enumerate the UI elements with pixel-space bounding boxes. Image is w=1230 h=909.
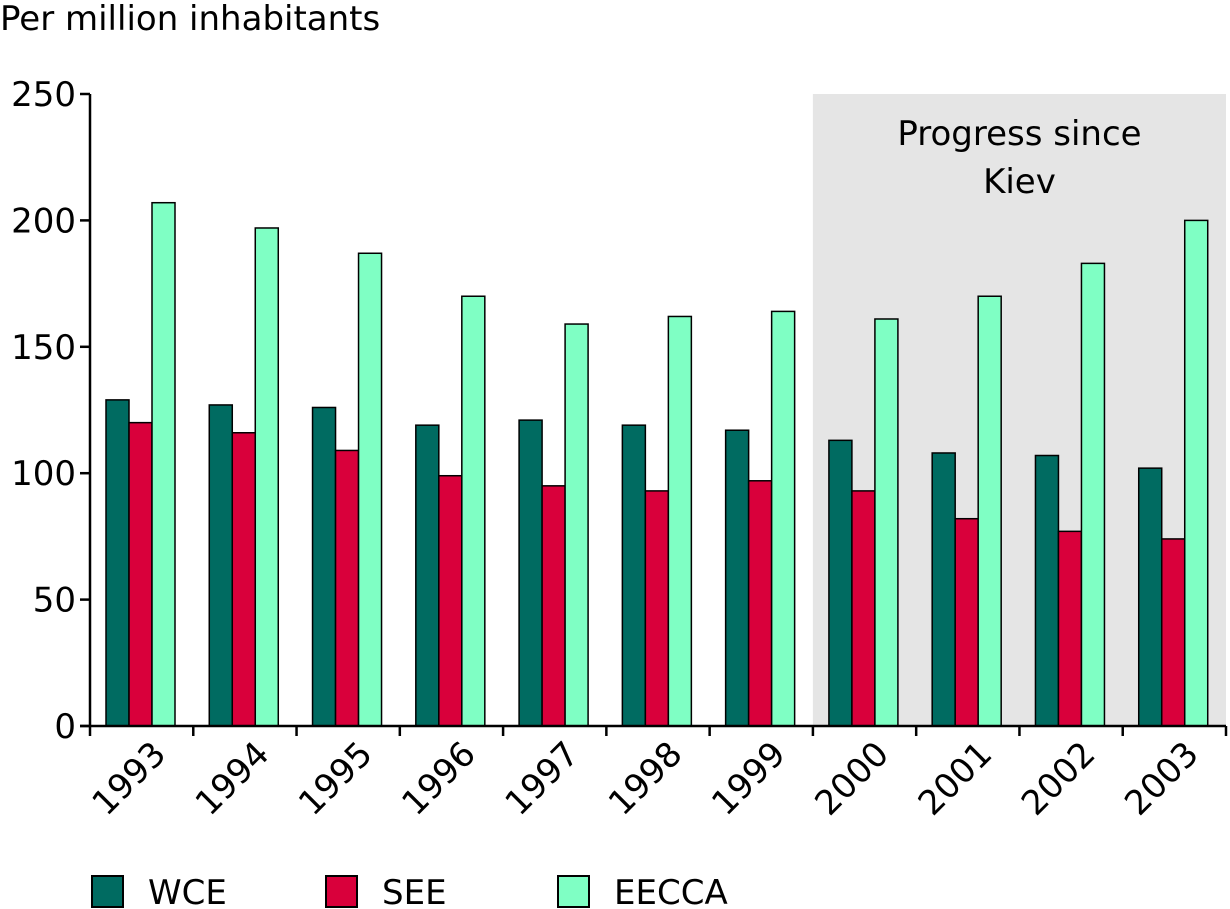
bar-wce-1993	[105, 399, 130, 727]
x-tick-label: 1995	[291, 734, 380, 823]
y-tick-label: 150	[11, 328, 76, 368]
y-tick-label: 100	[11, 454, 76, 494]
bar-see-1999	[747, 480, 773, 727]
bars	[105, 201, 1209, 727]
bar-wce-1998	[621, 424, 647, 727]
bar-eecca-1995	[357, 252, 383, 727]
bar-eecca-1998	[667, 315, 693, 727]
bar-wce-1999	[724, 429, 750, 727]
highlight-annotation-line: Progress since	[897, 114, 1141, 154]
bar-wce-2000	[828, 439, 853, 727]
bar-see-2002	[1057, 530, 1083, 727]
bar-eecca-1996	[461, 295, 486, 727]
bar-see-1997	[541, 485, 566, 727]
y-tick-label: 50	[33, 581, 76, 621]
legend-swatch-see	[325, 875, 358, 908]
bar-eecca-2000	[874, 318, 899, 727]
x-tick-label: 1999	[704, 734, 793, 823]
highlight-annotation-line: Kiev	[983, 162, 1056, 202]
bar-eecca-2002	[1080, 262, 1106, 727]
axes	[80, 94, 1226, 728]
legend-label-eecca: EECCA	[614, 873, 728, 909]
x-tick-label: 1993	[85, 734, 174, 823]
bar-see-1996	[438, 474, 463, 727]
bar-wce-1994	[208, 404, 234, 727]
legend-label-wce: WCE	[148, 873, 227, 909]
bar-wce-1995	[311, 406, 337, 727]
x-tick-label: 2003	[1117, 734, 1206, 823]
bar-see-2003	[1160, 538, 1186, 727]
bar-eecca-1999	[770, 310, 796, 727]
bar-see-2001	[954, 517, 979, 727]
x-tick-label: 1994	[188, 734, 277, 823]
bar-eecca-1994	[254, 227, 280, 727]
bar-see-1994	[231, 432, 257, 727]
x-tick-label: 1997	[498, 734, 587, 823]
y-axis-label: Per million inhabitants	[0, 0, 380, 39]
legend-swatch-wce	[91, 875, 124, 908]
bar-eecca-2001	[977, 295, 1002, 727]
bar-eecca-2003	[1183, 219, 1209, 727]
x-tick-label: 2000	[807, 734, 896, 823]
x-tick-label: 1996	[394, 734, 483, 823]
bar-eecca-1997	[564, 323, 589, 727]
y-axis: 0 50 100 150 200 250	[11, 75, 90, 747]
bar-see-1998	[644, 490, 670, 727]
x-tick-label: 1998	[601, 734, 690, 823]
bar-wce-1997	[518, 419, 543, 727]
bar-wce-2001	[931, 452, 956, 727]
bar-see-1993	[128, 421, 153, 727]
x-tick-label: 2001	[911, 734, 1000, 823]
legend: WCE SEE EECCA	[91, 873, 728, 909]
x-axis: 1993 1994 1995 1996 1997 1998 1999 2000 2001 2002…	[85, 726, 1228, 824]
legend-label-see: SEE	[382, 873, 447, 909]
bar-see-2000	[851, 490, 876, 727]
bar-wce-1996	[415, 424, 440, 727]
bar-see-1995	[334, 449, 360, 727]
y-tick-label: 200	[11, 201, 76, 241]
y-tick-label: 250	[11, 75, 76, 115]
y-tick-label: 0	[54, 707, 76, 747]
x-tick-label: 2002	[1014, 734, 1103, 823]
bar-wce-2002	[1034, 454, 1060, 727]
bar-wce-2003	[1137, 467, 1163, 727]
legend-swatch-eecca	[557, 875, 590, 908]
bar-eecca-1993	[151, 201, 176, 727]
